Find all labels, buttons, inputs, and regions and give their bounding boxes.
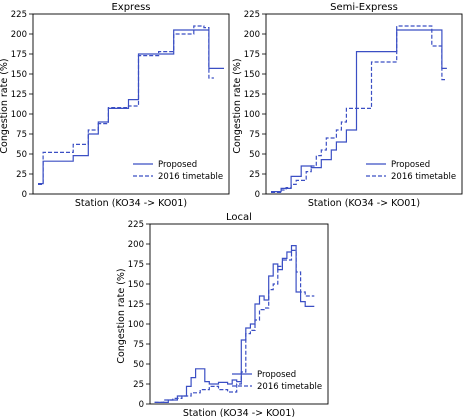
y-axis-label: Congestion rate (%) <box>232 58 243 153</box>
chart-title: Semi-Express <box>330 2 398 13</box>
y-tick-label: 150 <box>11 70 27 80</box>
y-tick-label: 100 <box>244 110 260 120</box>
y-tick-label: 150 <box>128 280 144 290</box>
y-tick-label: 175 <box>244 50 260 60</box>
y-axis-label: Congestion rate (%) <box>116 268 127 363</box>
y-tick-label: 0 <box>22 190 27 200</box>
x-axis-label: Station (KO34 -> KO01) <box>75 198 187 209</box>
plot-frame <box>32 13 230 195</box>
y-tick-label: 150 <box>244 70 260 80</box>
y-tick-label: 200 <box>244 30 260 40</box>
chart-panel-local: Local 0 25 50 75 100 125 150 175 200 225 Congestion… <box>116 212 329 417</box>
y-tick-label: 75 <box>16 130 27 140</box>
y-tick-label: 225 <box>244 10 260 20</box>
y-tick-label: 50 <box>133 360 144 370</box>
y-tick-label: 25 <box>249 170 260 180</box>
x-axis-label: Station (KO34 -> KO01) <box>183 408 295 417</box>
legend-label: Proposed <box>158 160 197 170</box>
y-tick-label: 125 <box>11 90 27 100</box>
y-tick-label: 125 <box>128 300 144 310</box>
series-line-2016-timetable <box>271 25 447 193</box>
y-tick-label: 0 <box>139 400 144 410</box>
legend-label: 2016 timetable <box>391 172 456 182</box>
plot-frame <box>265 13 463 195</box>
chart-title: Express <box>111 2 150 13</box>
y-tick-label: 200 <box>128 240 144 250</box>
chart-panel-semi-express: Semi-Express 0 25 50 75 100 125 150 175 200 225 Con… <box>232 2 463 209</box>
y-tick-label: 75 <box>133 340 144 350</box>
y-tick-label: 175 <box>128 260 144 270</box>
y-tick-label: 25 <box>133 380 144 390</box>
series-line-proposed <box>154 245 315 403</box>
y-tick-label: 75 <box>249 130 260 140</box>
plot-frame <box>149 223 329 405</box>
y-tick-label: 25 <box>16 170 27 180</box>
legend-label: 2016 timetable <box>257 382 322 392</box>
y-tick-label: 100 <box>128 320 144 330</box>
y-tick-label: 175 <box>11 50 27 60</box>
y-tick-label: 125 <box>244 90 260 100</box>
y-tick-label: 200 <box>11 30 27 40</box>
legend-label: 2016 timetable <box>158 172 223 182</box>
x-axis-label: Station (KO34 -> KO01) <box>308 198 420 209</box>
legend-label: Proposed <box>391 160 430 170</box>
series-line-2016-timetable <box>154 249 315 403</box>
y-tick-label: 100 <box>11 110 27 120</box>
y-tick-label: 0 <box>255 190 260 200</box>
chart-panel-express: Express 0 25 50 75 100 125 150 175 200 225 Congesti… <box>0 2 230 209</box>
y-tick-label: 50 <box>16 150 27 160</box>
y-tick-label: 225 <box>128 220 144 230</box>
y-tick-label: 225 <box>11 10 27 20</box>
legend-label: Proposed <box>257 370 296 380</box>
y-tick-label: 50 <box>249 150 260 160</box>
y-axis-label: Congestion rate (%) <box>0 58 10 153</box>
chart-title: Local <box>226 212 252 223</box>
